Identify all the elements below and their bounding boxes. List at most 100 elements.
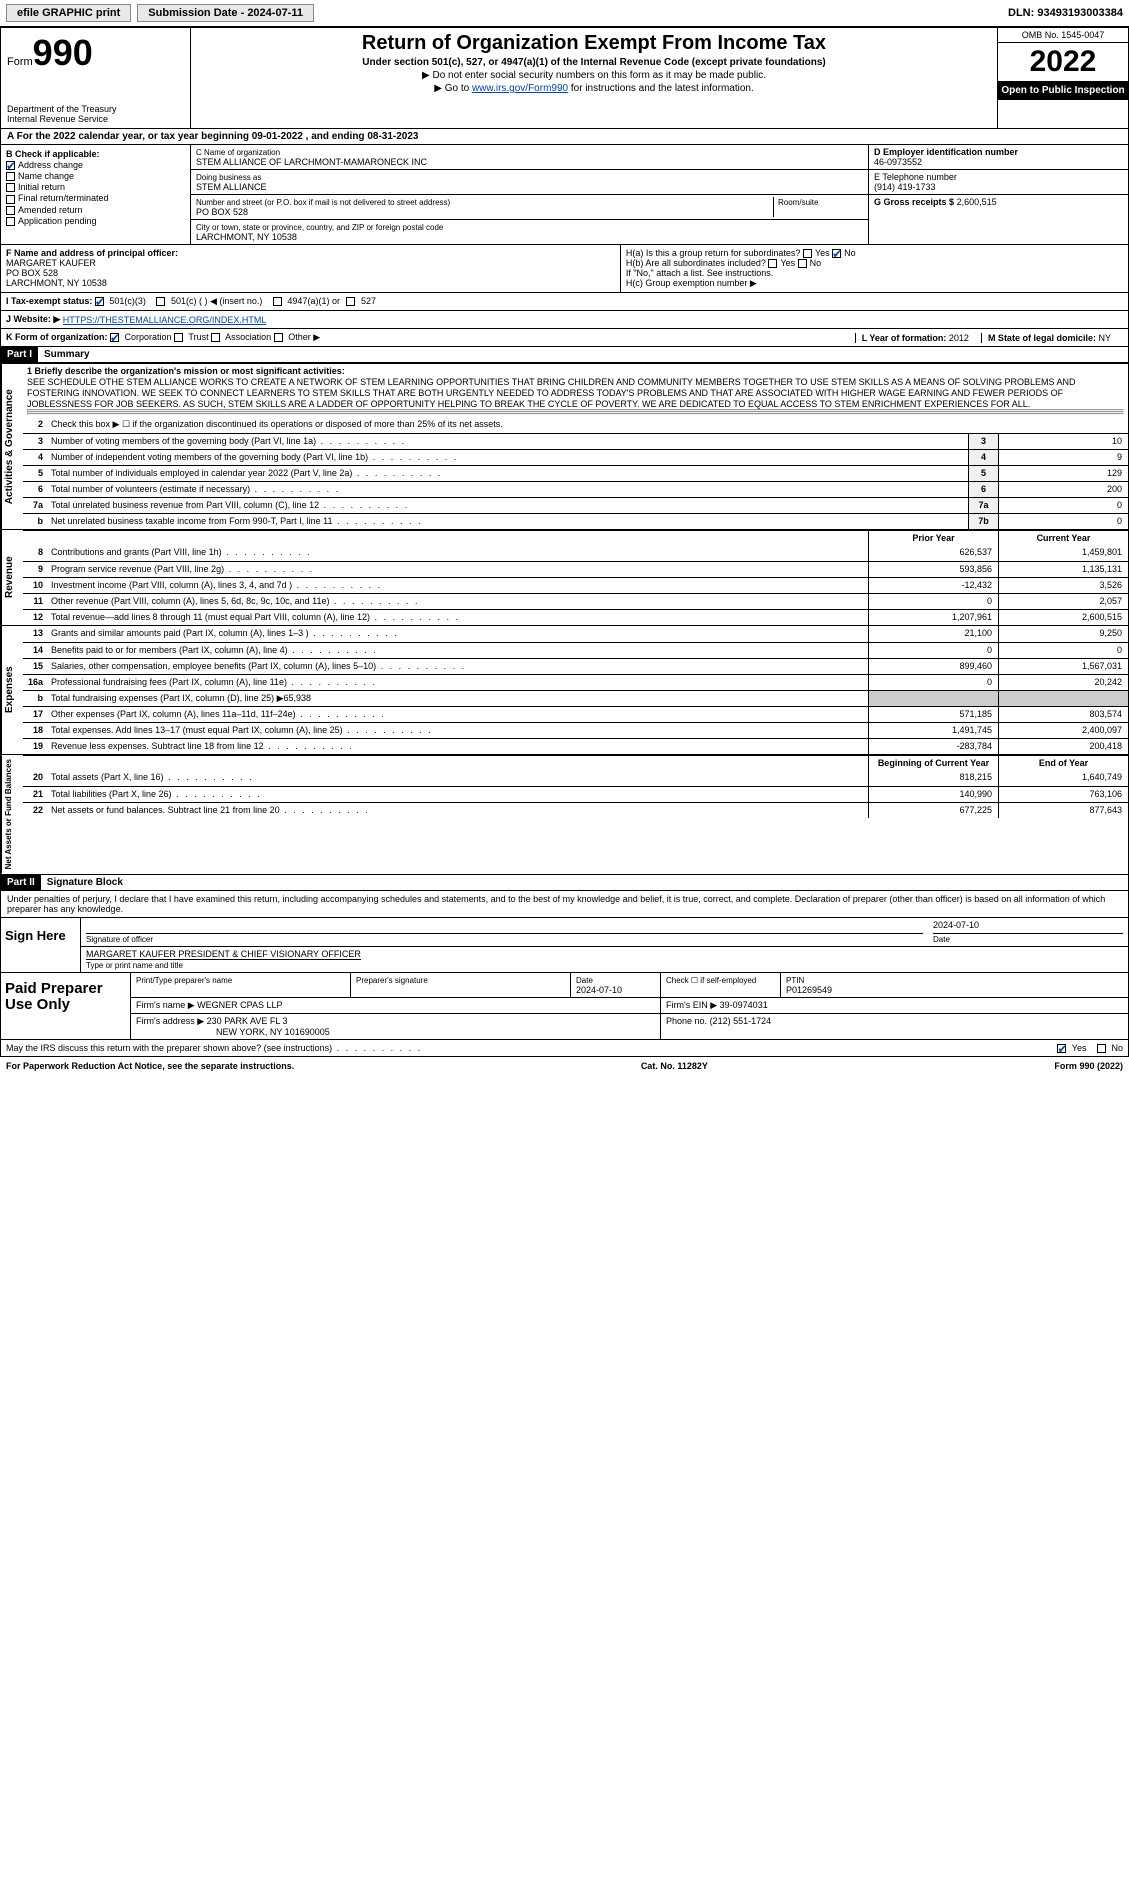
form-header: Form990 Department of the Treasury Inter…	[0, 27, 1129, 129]
sig-date-label: Date	[933, 935, 950, 944]
addr-value: PO BOX 528	[196, 207, 248, 217]
checkbox-initial-return[interactable]	[6, 183, 15, 192]
governance-vlabel: Activities & Governance	[1, 364, 23, 529]
section-b: B Check if applicable: Address changeNam…	[1, 145, 191, 244]
prep-ptin-hdr: PTIN	[786, 976, 804, 985]
assoc-checkbox[interactable]	[211, 333, 220, 342]
501c3-checkbox[interactable]	[95, 297, 104, 306]
h-b-note: If "No," attach a list. See instructions…	[626, 268, 1123, 278]
form-org-label: K Form of organization:	[6, 332, 108, 342]
mission-text: SEE SCHEDULE OTHE STEM ALLIANCE WORKS TO…	[27, 377, 1076, 409]
checkbox-name-change[interactable]	[6, 172, 15, 181]
year-formation-value: 2012	[949, 333, 969, 343]
prep-ptin: P01269549	[786, 985, 832, 995]
gross-value: 2,600,515	[957, 197, 997, 207]
gross-label: G Gross receipts $	[874, 197, 954, 207]
section-b-label: B Check if applicable:	[6, 149, 100, 159]
checkbox-application-pending[interactable]	[6, 217, 15, 226]
year-formation-label: L Year of formation:	[862, 333, 947, 343]
527-checkbox[interactable]	[346, 297, 355, 306]
form-subtitle: Under section 501(c), 527, or 4947(a)(1)…	[201, 57, 987, 68]
officer-addr1: PO BOX 528	[6, 268, 58, 278]
c-name-label: C Name of organization	[196, 148, 280, 157]
firm-name: WEGNER CPAS LLP	[197, 1000, 282, 1010]
trust-checkbox[interactable]	[174, 333, 183, 342]
submission-date-button[interactable]: Submission Date - 2024-07-11	[137, 4, 314, 22]
prep-date-hdr: Date	[576, 976, 593, 985]
netassets-vlabel: Net Assets or Fund Balances	[1, 755, 23, 873]
discuss-question: May the IRS discuss this return with the…	[6, 1043, 422, 1053]
irs-link[interactable]: www.irs.gov/Form990	[472, 83, 568, 94]
checkbox-final-return-terminated[interactable]	[6, 195, 15, 204]
prep-sig-hdr: Preparer's signature	[356, 976, 428, 985]
domicile-label: M State of legal domicile:	[988, 333, 1096, 343]
expenses-vlabel: Expenses	[1, 626, 23, 754]
website-link[interactable]: HTTPS://THESTEMALLIANCE.ORG/INDEX.HTML	[63, 315, 267, 325]
firm-addr2: NEW YORK, NY 101690005	[216, 1027, 330, 1037]
omb-number: OMB No. 1545-0047	[998, 28, 1128, 43]
firm-addr1: 230 PARK AVE FL 3	[207, 1016, 288, 1026]
prep-name-hdr: Print/Type preparer's name	[136, 976, 232, 985]
footer-right: Form 990 (2022)	[1054, 1061, 1123, 1071]
footer-left: For Paperwork Reduction Act Notice, see …	[6, 1061, 294, 1071]
form-number: 990	[33, 32, 93, 73]
ein-label: D Employer identification number	[874, 147, 1018, 157]
city-label: City or town, state or province, country…	[196, 223, 443, 232]
form-title: Return of Organization Exempt From Incom…	[201, 32, 987, 55]
phone-value: (914) 419-1733	[874, 182, 1123, 192]
sign-here-label: Sign Here	[1, 918, 81, 972]
paid-preparer-label: Paid Preparer Use Only	[1, 973, 131, 1039]
dln-label: DLN: 93493193003384	[1008, 7, 1123, 19]
hb-no-checkbox[interactable]	[798, 259, 807, 268]
ha-yes-checkbox[interactable]	[803, 249, 812, 258]
prep-date: 2024-07-10	[576, 985, 622, 995]
part2-tag: Part II	[1, 875, 41, 890]
prep-self-hdr: Check ☐ if self-employed	[666, 976, 756, 985]
corp-checkbox[interactable]	[110, 333, 119, 342]
ssn-note: ▶ Do not enter social security numbers o…	[201, 70, 987, 81]
row-a-tax-year: A For the 2022 calendar year, or tax yea…	[0, 129, 1129, 145]
ein-value: 46-0973552	[874, 157, 1123, 167]
h-c-label: H(c) Group exemption number ▶	[626, 278, 1123, 289]
form-word: Form	[7, 56, 33, 68]
sig-date: 2024-07-10	[933, 920, 1123, 934]
top-bar: efile GRAPHIC print Submission Date - 20…	[0, 0, 1129, 27]
tax-status-label: I Tax-exempt status:	[6, 296, 92, 306]
website-label: J Website: ▶	[6, 314, 60, 325]
discuss-no-checkbox[interactable]	[1097, 1044, 1106, 1053]
efile-button[interactable]: efile GRAPHIC print	[6, 4, 131, 22]
addr-label: Number and street (or P.O. box if mail i…	[196, 198, 450, 207]
checkbox-address-change[interactable]	[6, 161, 15, 170]
firm-ein: 39-0974031	[720, 1000, 768, 1010]
revenue-vlabel: Revenue	[1, 530, 23, 625]
4947-checkbox[interactable]	[273, 297, 282, 306]
other-checkbox[interactable]	[274, 333, 283, 342]
part1-tag: Part I	[1, 347, 38, 362]
checkbox-amended-return[interactable]	[6, 206, 15, 215]
irs-label: Internal Revenue Service	[7, 114, 184, 124]
org-name: STEM ALLIANCE OF LARCHMONT-MAMARONECK IN…	[196, 157, 427, 167]
discuss-yes-checkbox[interactable]	[1057, 1044, 1066, 1053]
tax-year: 2022	[998, 43, 1128, 81]
firm-phone: (212) 551-1724	[710, 1016, 772, 1026]
sig-name: MARGARET KAUFER PRESIDENT & CHIEF VISION…	[86, 949, 361, 960]
footer-mid: Cat. No. 11282Y	[641, 1061, 708, 1071]
domicile-value: NY	[1098, 333, 1111, 343]
part1-title: Summary	[38, 347, 96, 362]
firm-phone-label: Phone no.	[666, 1016, 707, 1026]
current-year-hdr: Current Year	[998, 531, 1128, 545]
sig-officer-label: Signature of officer	[86, 935, 153, 944]
501c-checkbox[interactable]	[156, 297, 165, 306]
room-label: Room/suite	[778, 198, 818, 207]
ha-no-checkbox[interactable]	[832, 249, 841, 258]
public-inspection: Open to Public Inspection	[998, 81, 1128, 100]
dba-label: Doing business as	[196, 173, 261, 182]
end-year-hdr: End of Year	[998, 756, 1128, 770]
firm-addr-label: Firm's address ▶	[136, 1016, 204, 1026]
dept-label: Department of the Treasury	[7, 104, 184, 114]
h-a-label: H(a) Is this a group return for subordin…	[626, 248, 801, 258]
dba-value: STEM ALLIANCE	[196, 182, 267, 192]
penalty-text: Under penalties of perjury, I declare th…	[0, 891, 1129, 918]
hb-yes-checkbox[interactable]	[768, 259, 777, 268]
prior-year-hdr: Prior Year	[868, 531, 998, 545]
